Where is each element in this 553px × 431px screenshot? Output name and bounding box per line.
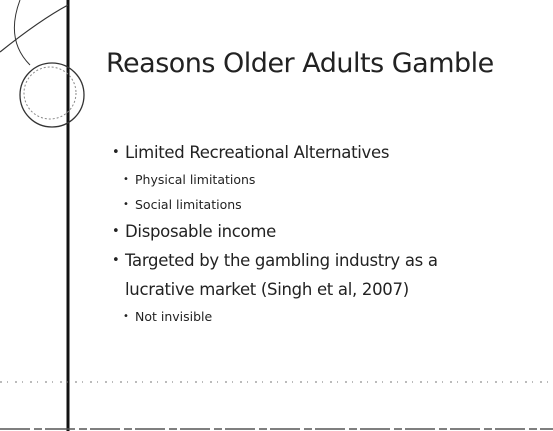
bullet: Targeted by the gambling industry as a l… (112, 246, 472, 304)
bullet: Disposable income (112, 217, 472, 246)
circle (23, 66, 77, 120)
sub-bullet: Not invisible (112, 304, 472, 329)
arc (13, 0, 31, 66)
slide-title: Reasons Older Adults Gamble (106, 48, 494, 79)
bullet: Limited Recreational Alternatives (112, 138, 472, 167)
sub-bullet: Social limitations (112, 192, 472, 217)
circle (19, 62, 85, 128)
bullet-list: Limited Recreational AlternativesPhysica… (112, 138, 472, 329)
sub-bullet: Physical limitations (112, 167, 472, 192)
arc (0, 4, 69, 53)
